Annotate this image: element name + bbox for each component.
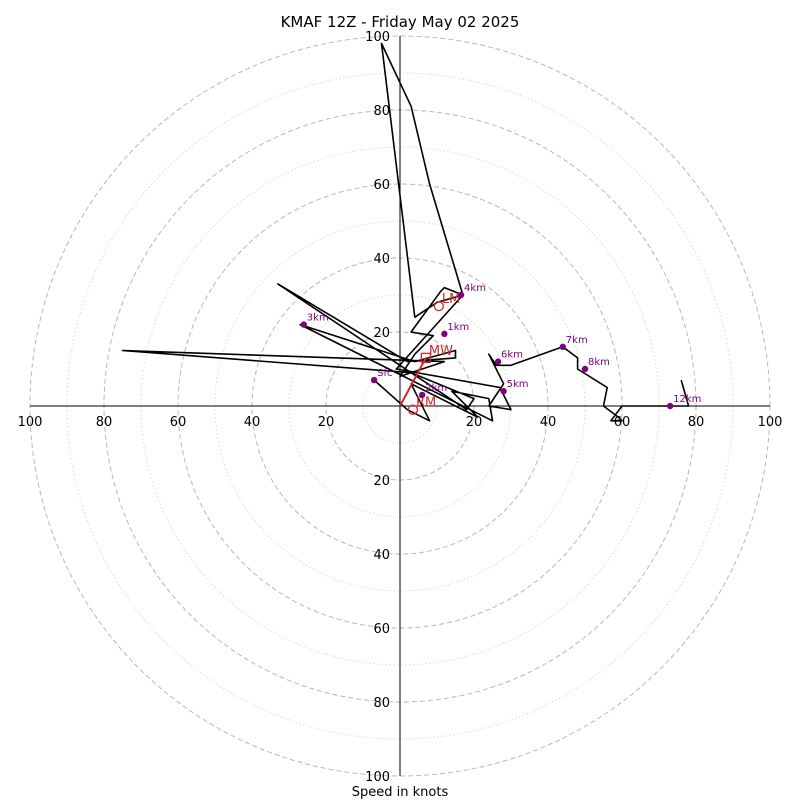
height-label: 12km [673,394,701,405]
height-marker [419,391,426,399]
height-marker [300,321,307,328]
height-marker [457,291,465,299]
y-tick-label: 100 [365,770,390,785]
height-marker [494,358,502,365]
y-tick-label: 40 [373,252,390,267]
x-axis-label: Speed in knots [352,785,449,800]
height-label: 5km [507,379,529,390]
height-label: 3km [307,313,329,324]
mean-wind-marker [420,352,432,364]
storm-motion-marker [433,300,445,312]
x-tick-label: 40 [244,415,261,430]
storm-motion-label: RM [416,396,436,411]
storm-motion-markers: LM MW RM [399,292,460,415]
x-tick-label: 20 [466,415,483,430]
y-tick-label: 20 [373,474,390,489]
y-tick-label: 100 [365,30,390,45]
height-label: 1km [447,322,469,333]
storm-motion-marker [407,404,419,415]
height-marker [370,376,378,384]
y-tick-label: 60 [373,178,390,193]
y-tick-label: 80 [373,696,390,711]
height-marker [666,402,674,410]
height-marker [559,343,566,350]
y-tick-label: 40 [373,548,390,563]
y-tick-label: 60 [373,622,390,637]
x-tick-label: 80 [96,415,113,430]
mean-shear-vector [399,357,427,407]
height-marker [500,388,507,395]
x-tick-label: 100 [18,415,43,430]
x-tick-label: 100 [758,415,783,430]
height-label: 4km [464,283,486,294]
height-label: 7km [566,335,588,346]
y-tick-label: 20 [373,326,390,341]
height-label: 2km [425,383,447,394]
chart-title: KMAF 12Z - Friday May 02 2025 [281,13,520,31]
height-marker [581,365,589,373]
height-label: 6km [501,350,523,361]
x-tick-label: 60 [170,415,187,430]
height-marker [441,330,448,338]
x-tick-label: 20 [318,415,335,430]
x-tick-label: 80 [688,415,705,430]
x-tick-label: 40 [540,415,557,430]
storm-motion-label: LM [442,292,460,307]
height-label: Sfc [377,368,392,379]
x-tick-label: 60 [614,415,631,430]
tick-labels: 20 20 20 20 40 40 40 40 60 60 60 60 80 80 80 80 100 100 10… [18,30,783,785]
height-label: 8km [588,357,610,368]
y-tick-label: 80 [373,104,390,119]
storm-motion-label: MW [429,344,453,359]
